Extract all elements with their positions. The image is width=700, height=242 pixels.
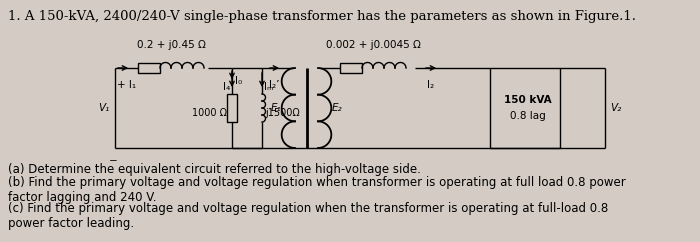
- Text: 0.002 + j0.0045 Ω: 0.002 + j0.0045 Ω: [326, 40, 421, 50]
- Text: 150 kVA: 150 kVA: [504, 95, 552, 105]
- Bar: [227, 94, 237, 122]
- Text: 1. A 150-kVA, 2400/240-V single-phase transformer has the parameters as shown in: 1. A 150-kVA, 2400/240-V single-phase tr…: [8, 10, 636, 23]
- Text: I₂’: I₂’: [269, 80, 279, 90]
- Bar: [340, 63, 362, 73]
- Text: V₁: V₁: [98, 103, 109, 113]
- Text: (a) Determine the equivalent circuit referred to the high-voltage side.: (a) Determine the equivalent circuit ref…: [8, 163, 421, 176]
- Text: (b) Find the primary voltage and voltage regulation when transformer is operatin: (b) Find the primary voltage and voltage…: [8, 176, 626, 204]
- Text: V₂: V₂: [610, 103, 622, 113]
- Text: I₂: I₂: [428, 80, 435, 90]
- Text: (c) Find the primary voltage and voltage regulation when the transformer is oper: (c) Find the primary voltage and voltage…: [8, 202, 608, 230]
- Text: j1500Ω: j1500Ω: [265, 108, 300, 118]
- Bar: [138, 63, 160, 73]
- Text: −: −: [108, 156, 118, 166]
- Text: E₁: E₁: [270, 103, 281, 113]
- Text: + I₁: + I₁: [117, 80, 136, 90]
- Text: 0.8 lag: 0.8 lag: [510, 111, 546, 121]
- Text: I₄: I₄: [223, 82, 230, 92]
- Text: 0.2 + j0.45 Ω: 0.2 + j0.45 Ω: [136, 40, 205, 50]
- Bar: [490, 68, 560, 148]
- Text: Iₘ: Iₘ: [264, 82, 274, 92]
- Text: E₂: E₂: [332, 103, 342, 113]
- Text: I₀: I₀: [235, 76, 242, 86]
- Text: 1000 Ω: 1000 Ω: [192, 108, 227, 118]
